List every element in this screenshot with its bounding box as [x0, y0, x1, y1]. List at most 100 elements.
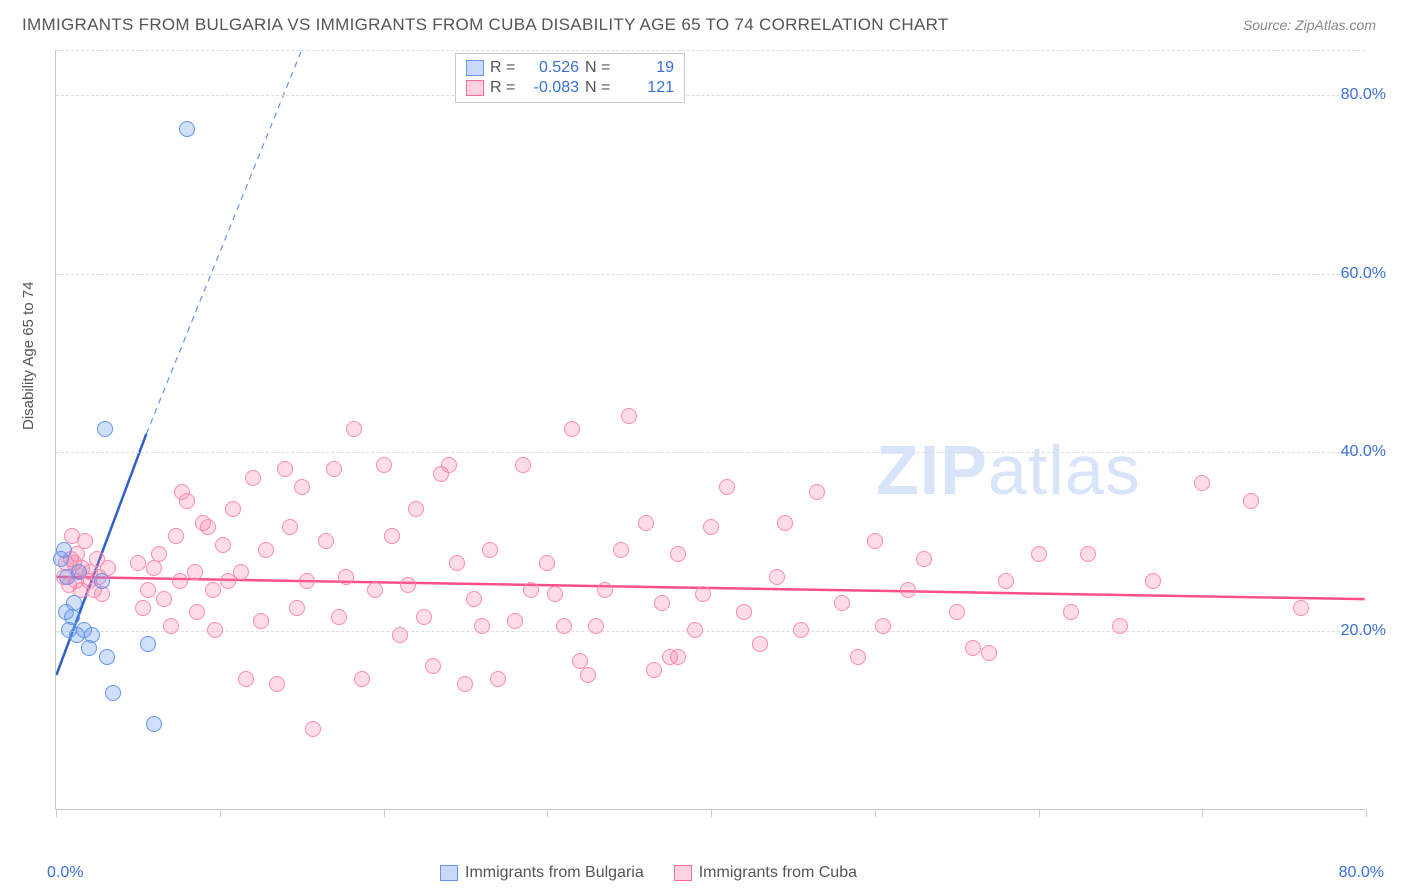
x-tick — [384, 809, 385, 817]
data-point — [687, 622, 703, 638]
legend-swatch-pink-icon — [674, 865, 692, 881]
data-point — [81, 640, 97, 656]
data-point — [99, 649, 115, 665]
data-point — [900, 582, 916, 598]
data-point — [326, 461, 342, 477]
r-label: R = — [490, 59, 518, 77]
data-point — [621, 408, 637, 424]
data-point — [769, 569, 785, 585]
data-point — [56, 542, 72, 558]
x-tick — [547, 809, 548, 817]
data-point — [294, 479, 310, 495]
data-point — [130, 555, 146, 571]
data-point — [654, 595, 670, 611]
data-point — [466, 591, 482, 607]
data-point — [638, 515, 654, 531]
data-point — [867, 533, 883, 549]
data-point — [408, 501, 424, 517]
chart-plot-area: ZIPatlas — [55, 50, 1365, 810]
data-point — [238, 671, 254, 687]
data-point — [670, 546, 686, 562]
data-point — [299, 573, 315, 589]
data-point — [289, 600, 305, 616]
data-point — [376, 457, 392, 473]
data-point — [269, 676, 285, 692]
data-point — [1145, 573, 1161, 589]
n-label: N = — [585, 79, 613, 97]
data-point — [305, 721, 321, 737]
gridline — [56, 50, 1365, 51]
legend-swatch-blue-icon — [440, 865, 458, 881]
legend-item-blue: Immigrants from Bulgaria — [440, 864, 644, 882]
data-point — [1080, 546, 1096, 562]
data-point — [949, 604, 965, 620]
swatch-pink-icon — [466, 80, 484, 96]
data-point — [588, 618, 604, 634]
data-point — [719, 479, 735, 495]
data-point — [752, 636, 768, 652]
data-point — [207, 622, 223, 638]
watermark-atlas: atlas — [988, 431, 1141, 509]
data-point — [233, 564, 249, 580]
data-point — [168, 528, 184, 544]
data-point — [834, 595, 850, 611]
data-point — [400, 577, 416, 593]
data-point — [94, 573, 110, 589]
data-point — [646, 662, 662, 678]
watermark-zip: ZIP — [876, 431, 988, 509]
data-point — [670, 649, 686, 665]
swatch-blue-icon — [466, 60, 484, 76]
data-point — [490, 671, 506, 687]
data-point — [179, 121, 195, 137]
data-point — [457, 676, 473, 692]
data-point — [245, 470, 261, 486]
data-point — [523, 582, 539, 598]
data-point — [703, 519, 719, 535]
data-point — [163, 618, 179, 634]
data-point — [425, 658, 441, 674]
data-point — [981, 645, 997, 661]
legend-label-blue: Immigrants from Bulgaria — [465, 864, 644, 882]
data-point — [140, 636, 156, 652]
data-point — [1243, 493, 1259, 509]
n-value-blue: 19 — [619, 59, 674, 77]
data-point — [507, 613, 523, 629]
x-tick — [1039, 809, 1040, 817]
gridline — [56, 274, 1365, 275]
trend-line — [146, 50, 301, 434]
legend-label-pink: Immigrants from Cuba — [699, 864, 857, 882]
data-point — [367, 582, 383, 598]
data-point — [97, 421, 113, 437]
data-point — [777, 515, 793, 531]
data-point — [597, 582, 613, 598]
y-tick-label: 40.0% — [1341, 443, 1386, 461]
data-point — [187, 564, 203, 580]
data-point — [793, 622, 809, 638]
x-tick — [1366, 809, 1367, 817]
x-tick — [56, 809, 57, 817]
data-point — [156, 591, 172, 607]
data-point — [809, 484, 825, 500]
data-point — [151, 546, 167, 562]
data-point — [146, 716, 162, 732]
data-point — [515, 457, 531, 473]
y-tick-label: 60.0% — [1341, 265, 1386, 283]
stats-box: R = 0.526 N = 19 R = -0.083 N = 121 — [455, 53, 685, 103]
data-point — [1031, 546, 1047, 562]
data-point — [1063, 604, 1079, 620]
bottom-legend: Immigrants from Bulgaria Immigrants from… — [440, 864, 857, 882]
data-point — [71, 564, 87, 580]
data-point — [105, 685, 121, 701]
data-point — [416, 609, 432, 625]
watermark: ZIPatlas — [876, 430, 1141, 510]
r-label: R = — [490, 79, 518, 97]
data-point — [392, 627, 408, 643]
x-tick — [220, 809, 221, 817]
data-point — [346, 421, 362, 437]
data-point — [564, 421, 580, 437]
data-point — [225, 501, 241, 517]
trend-lines-svg — [56, 50, 1365, 809]
n-value-pink: 121 — [619, 79, 674, 97]
data-point — [318, 533, 334, 549]
data-point — [84, 627, 100, 643]
